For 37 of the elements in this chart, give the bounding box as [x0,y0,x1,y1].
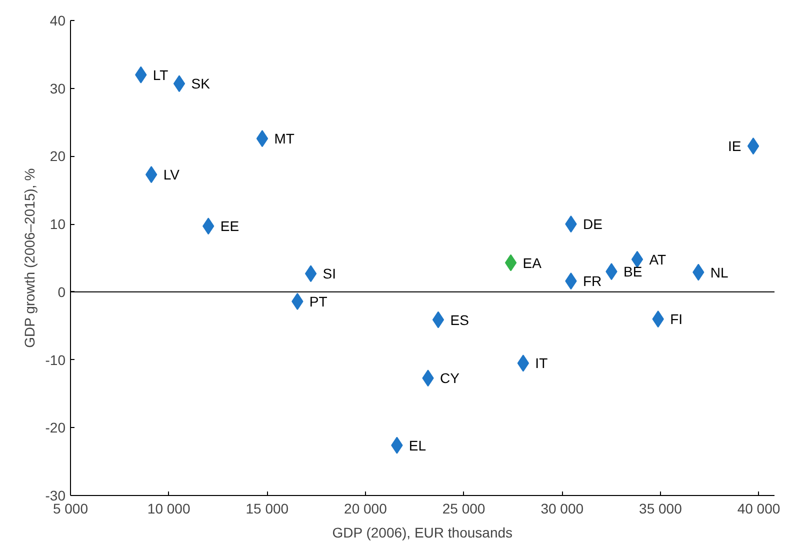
y-axis-title: GDP growth (2006–2015), % [21,168,38,348]
y-tick-label: 10 [50,216,66,232]
annotation: ES [450,312,469,328]
y-tick-label: 40 [50,12,66,28]
annotation: IE [728,138,742,154]
x-tick-label: 30 000 [540,500,584,516]
annotation: DE [582,216,602,232]
x-tick-label: 35 000 [639,500,682,516]
annotation: PT [309,293,328,310]
annotation: EL [408,437,426,454]
x-tick-label: 20 000 [344,500,388,516]
x-tick-label: 15 000 [246,500,289,516]
annotation: LT [152,66,169,83]
x-axis-title: GDP (2006), EUR thousands [332,524,513,540]
annotation: CY [440,370,460,386]
y-tick-label: 30 [50,80,66,96]
annotation: AT [649,251,667,268]
annotation: EE [220,218,240,234]
y-tick-label: 0 [58,284,66,300]
y-tick-label: 20 [50,148,66,164]
annotation: MT [274,130,295,147]
annotation: FR [582,273,602,290]
x-tick-label: 40 000 [737,500,780,516]
y-tick-label: -30 [45,488,66,504]
x-tick-label: 10 000 [147,500,190,516]
annotation: BE [623,264,642,280]
y-tick-label: -10 [45,352,66,368]
annotation: SI [322,266,336,282]
annotation: EA [522,254,542,271]
annotation: SK [191,76,211,92]
x-tick-label: 25 000 [442,500,486,516]
x-tick-label: 5 000 [52,500,88,516]
y-tick-label: -20 [45,420,66,436]
annotation: NL [710,264,729,280]
annotation: FI [670,311,683,328]
annotation: LV [163,166,180,183]
annotation: IT [535,355,548,372]
